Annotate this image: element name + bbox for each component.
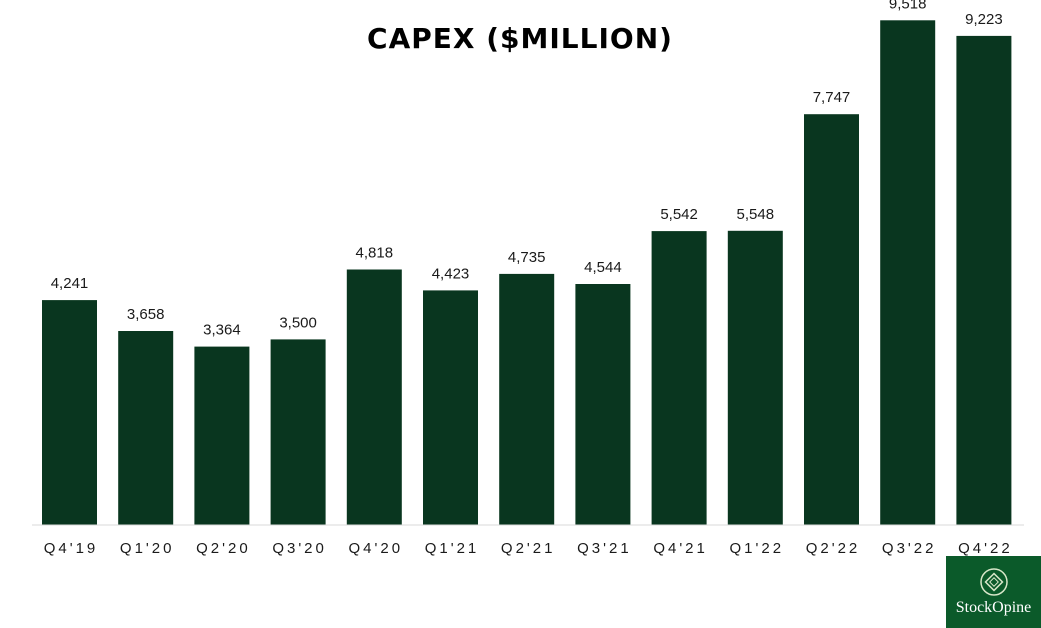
stockopine-logo: StockOpine — [946, 556, 1041, 628]
bar-Q4'20 — [346, 269, 402, 525]
value-label: 4,818 — [356, 245, 394, 262]
x-tick-label: Q4'20 — [349, 540, 404, 557]
bar-Q1'20 — [118, 331, 174, 525]
x-tick-labels-group: Q4'19 Q1'20 Q2'20 Q3'20 Q4'20 Q1'21 Q2'21 Q3'21… — [44, 540, 1013, 557]
bar-Q2'22 — [804, 114, 859, 525]
bar-Q3'20 — [270, 339, 326, 525]
bar-Q2'20 — [194, 346, 250, 525]
value-label: 4,735 — [508, 249, 546, 266]
value-label: 7,747 — [813, 89, 851, 106]
x-tick-label: Q4'19 — [44, 540, 99, 557]
bar-Q4'21 — [651, 231, 707, 525]
x-tick-label: Q3'22 — [882, 540, 937, 557]
value-label: 3,364 — [203, 322, 241, 339]
x-tick-label: Q1'20 — [120, 540, 175, 557]
bar-Q1'21 — [423, 290, 478, 525]
x-tick-label: Q1'21 — [425, 540, 480, 557]
diamond-logo-icon — [979, 568, 1008, 596]
x-tick-label: Q2'20 — [196, 540, 251, 557]
x-tick-label: Q2'22 — [806, 540, 861, 557]
x-tick-label: Q1'22 — [730, 540, 785, 557]
x-tick-label: Q3'20 — [272, 540, 327, 557]
x-tick-label: Q4'22 — [958, 540, 1013, 557]
value-label: 9,223 — [965, 11, 1003, 28]
value-label: 9,518 — [889, 0, 927, 12]
bar-Q2'21 — [499, 273, 555, 525]
bar-Q3'22 — [880, 20, 936, 526]
x-tick-label: Q3'21 — [577, 540, 632, 557]
value-label: 3,500 — [279, 314, 317, 331]
x-tick-label: Q2'21 — [501, 540, 556, 557]
value-label: 4,544 — [584, 259, 622, 276]
bar-Q4'19 — [42, 300, 97, 525]
value-label: 4,423 — [432, 265, 470, 282]
value-label: 5,542 — [660, 206, 698, 223]
bar-Q3'21 — [575, 284, 631, 525]
bar-Q1'22 — [727, 230, 783, 526]
value-label: 3,658 — [127, 306, 165, 323]
bar-Q4'22 — [956, 35, 1012, 526]
value-label: 4,241 — [51, 275, 89, 292]
chart-title: CAPEX ($MILLION) — [367, 22, 673, 55]
logo-text: StockOpine — [955, 599, 1032, 616]
x-tick-label: Q4'21 — [653, 540, 708, 557]
bars-group — [42, 20, 1012, 526]
value-labels-group: 4,241 3,658 3,364 3,500 4,818 4,423 4,735 4,544… — [51, 0, 1003, 339]
value-label: 5,548 — [737, 206, 775, 223]
